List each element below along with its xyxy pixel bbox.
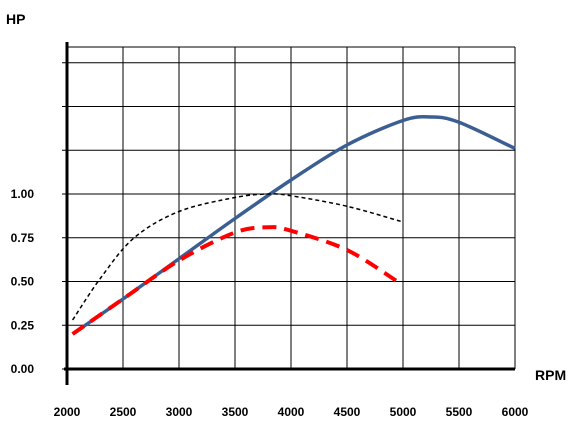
x-axis-title: RPM [535,367,566,383]
y-tick-label: 0.50 [11,275,35,289]
y-tick-label: 1.00 [11,187,35,201]
x-tick-label: 5000 [390,405,417,419]
series-line-dotted [71,193,404,321]
y-axis-title: HP [6,11,25,27]
x-tick-label: 4000 [278,405,305,419]
x-tick-label: 4500 [334,405,361,419]
y-tick-label: 0.00 [11,362,35,376]
series-line-dashed [71,225,399,336]
y-tick-label: 0.75 [11,231,35,245]
grid [67,46,516,369]
x-tick-label: 6000 [502,405,529,419]
series-line-solid [71,114,516,336]
y-tick-label: 0.25 [11,318,35,332]
plot-area [71,114,516,336]
axes [62,42,515,385]
x-tick-label: 3000 [166,405,193,419]
x-tick-label: 3500 [222,405,249,419]
tick-labels: 2000 2500 3000 3500 4000 4500 5000 5500 6000 0.00… [11,187,529,419]
x-tick-label: 2500 [110,405,137,419]
x-tick-label: 2000 [54,405,81,419]
x-tick-label: 5500 [446,405,473,419]
